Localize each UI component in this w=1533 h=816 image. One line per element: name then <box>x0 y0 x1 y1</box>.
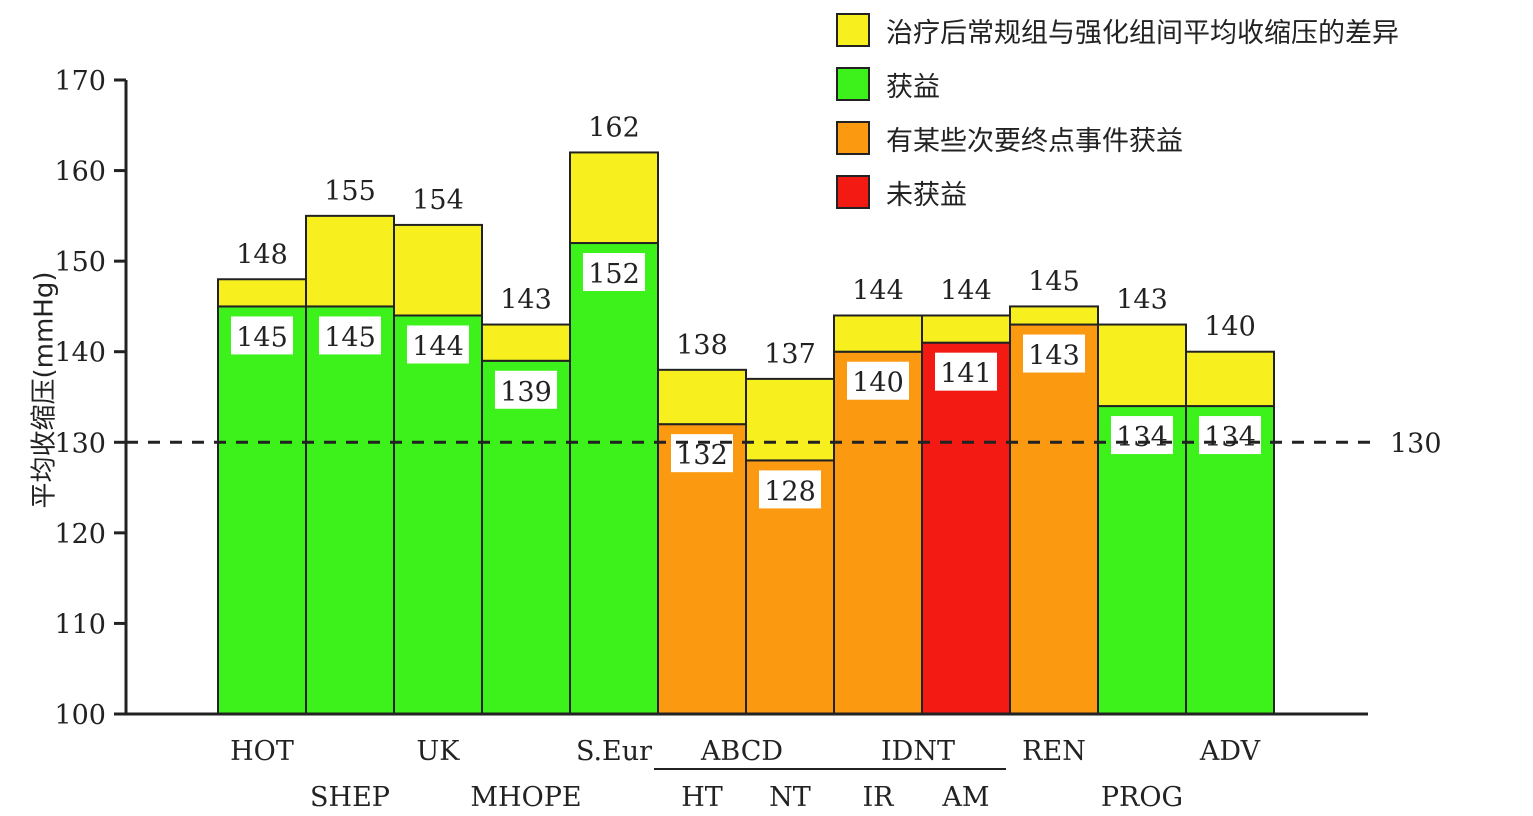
bar-intensive-S.Eur <box>569 242 659 715</box>
value-label-intensive-MHOPE: 139 <box>500 377 552 408</box>
legend-label-benefit: 获益 <box>886 71 940 103</box>
bar-intensive-ADV <box>1185 405 1275 715</box>
y-tick-label-150: 150 <box>54 247 106 278</box>
legend-swatch-partial <box>836 121 870 155</box>
bar-diff-REN <box>1009 305 1099 326</box>
bar-diff-PROG <box>1097 323 1187 408</box>
value-box-intensive-S.Eur <box>583 253 645 292</box>
value-label-conventional-UK: 154 <box>412 185 464 216</box>
bar-diff-S.Eur <box>569 151 659 245</box>
bar-intensive-SHEP <box>305 305 395 715</box>
bar-diff-MHOPE <box>481 323 571 362</box>
value-label-conventional-NT: 137 <box>764 339 816 370</box>
value-label-intensive-REN: 143 <box>1028 341 1080 372</box>
x-label-S.Eur: S.Eur <box>576 736 652 767</box>
value-label-intensive-UK: 144 <box>412 331 464 362</box>
group-label-IDNT: IDNT <box>881 736 955 767</box>
bar-diff-AM <box>921 314 1011 344</box>
bar-diff-HOT <box>217 278 307 308</box>
y-tick-label-160: 160 <box>54 157 106 188</box>
x-label-PROG: PROG <box>1101 782 1183 813</box>
value-box-intensive-NT <box>759 470 821 509</box>
value-label-conventional-HOT: 148 <box>236 239 288 270</box>
legend-item-partial: 有某些次要终点事件获益 <box>836 118 1399 158</box>
bar-intensive-IR <box>833 350 923 715</box>
value-label-intensive-S.Eur: 152 <box>588 259 640 290</box>
bar-intensive-UK <box>393 314 483 715</box>
legend-item-diff: 治疗后常规组与强化组间平均收缩压的差异 <box>836 10 1399 50</box>
group-label-ABCD: ABCD <box>700 736 783 767</box>
legend-item-none: 未获益 <box>836 172 1399 212</box>
value-label-intensive-HOT: 145 <box>236 322 288 353</box>
bar-intensive-MHOPE <box>481 359 571 715</box>
legend-swatch-none <box>836 175 870 209</box>
value-label-intensive-HT: 132 <box>676 440 728 471</box>
value-box-intensive-AM <box>935 352 997 391</box>
x-label-SHEP: SHEP <box>310 782 390 813</box>
legend-label-partial: 有某些次要终点事件获益 <box>886 125 1183 157</box>
y-tick-label-170: 170 <box>54 66 106 97</box>
y-tick-label-140: 140 <box>54 338 106 369</box>
y-tick-label-120: 120 <box>54 519 106 550</box>
value-label-intensive-SHEP: 145 <box>324 322 376 353</box>
value-label-intensive-IR: 140 <box>852 368 904 399</box>
value-label-conventional-MHOPE: 143 <box>500 285 552 316</box>
value-label-conventional-AM: 144 <box>940 275 992 306</box>
value-label-intensive-AM: 141 <box>940 359 992 390</box>
value-label-conventional-IR: 144 <box>852 275 904 306</box>
x-label-HT: HT <box>681 782 723 813</box>
bar-diff-ADV <box>1185 350 1275 408</box>
y-tick-label-110: 110 <box>54 609 106 640</box>
x-label-AM: AM <box>941 782 989 813</box>
legend-swatch-benefit <box>836 67 870 101</box>
bar-diff-UK <box>393 223 483 317</box>
value-label-conventional-ADV: 140 <box>1204 312 1256 343</box>
bar-intensive-REN <box>1009 323 1099 715</box>
value-box-intensive-REN <box>1023 334 1085 373</box>
x-label-HOT: HOT <box>230 736 294 767</box>
value-box-intensive-IR <box>847 361 909 400</box>
x-label-REN: REN <box>1022 736 1086 767</box>
legend-swatch-diff <box>836 13 870 47</box>
x-label-IR: IR <box>863 782 895 813</box>
legend-label-diff: 治疗后常规组与强化组间平均收缩压的差异 <box>886 17 1399 49</box>
bar-diff-IR <box>833 314 923 353</box>
value-box-intensive-ADV <box>1199 416 1261 455</box>
value-label-conventional-S.Eur: 162 <box>588 112 640 143</box>
value-box-intensive-PROG <box>1111 416 1173 455</box>
value-box-intensive-UK <box>407 325 469 364</box>
x-label-UK: UK <box>417 736 461 767</box>
x-label-MHOPE: MHOPE <box>470 782 581 813</box>
value-box-intensive-HOT <box>231 316 293 355</box>
bar-intensive-AM <box>921 341 1011 715</box>
value-label-intensive-NT: 128 <box>764 476 816 507</box>
reference-line-label: 130 <box>1390 428 1442 459</box>
value-box-intensive-HT <box>671 434 733 473</box>
value-label-conventional-SHEP: 155 <box>324 176 376 207</box>
bar-intensive-HOT <box>217 305 307 715</box>
legend: 治疗后常规组与强化组间平均收缩压的差异 获益 有某些次要终点事件获益 未获益 <box>836 10 1399 226</box>
value-box-intensive-MHOPE <box>495 370 557 409</box>
value-label-conventional-PROG: 143 <box>1116 285 1168 316</box>
bar-diff-NT <box>745 377 835 462</box>
value-box-intensive-SHEP <box>319 316 381 355</box>
bar-diff-SHEP <box>305 214 395 308</box>
legend-label-none: 未获益 <box>886 179 967 211</box>
y-tick-label-130: 130 <box>54 428 106 459</box>
legend-item-benefit: 获益 <box>836 64 1399 104</box>
y-tick-label-100: 100 <box>54 700 106 731</box>
value-label-intensive-PROG: 134 <box>1116 422 1168 453</box>
value-label-conventional-REN: 145 <box>1028 266 1080 297</box>
value-label-intensive-ADV: 134 <box>1204 422 1256 453</box>
y-axis-label: 平均收缩压(mmHg) <box>29 271 60 509</box>
x-label-ADV: ADV <box>1199 736 1261 767</box>
bar-diff-HT <box>657 368 747 426</box>
x-label-NT: NT <box>769 782 811 813</box>
value-label-conventional-HT: 138 <box>676 330 728 361</box>
